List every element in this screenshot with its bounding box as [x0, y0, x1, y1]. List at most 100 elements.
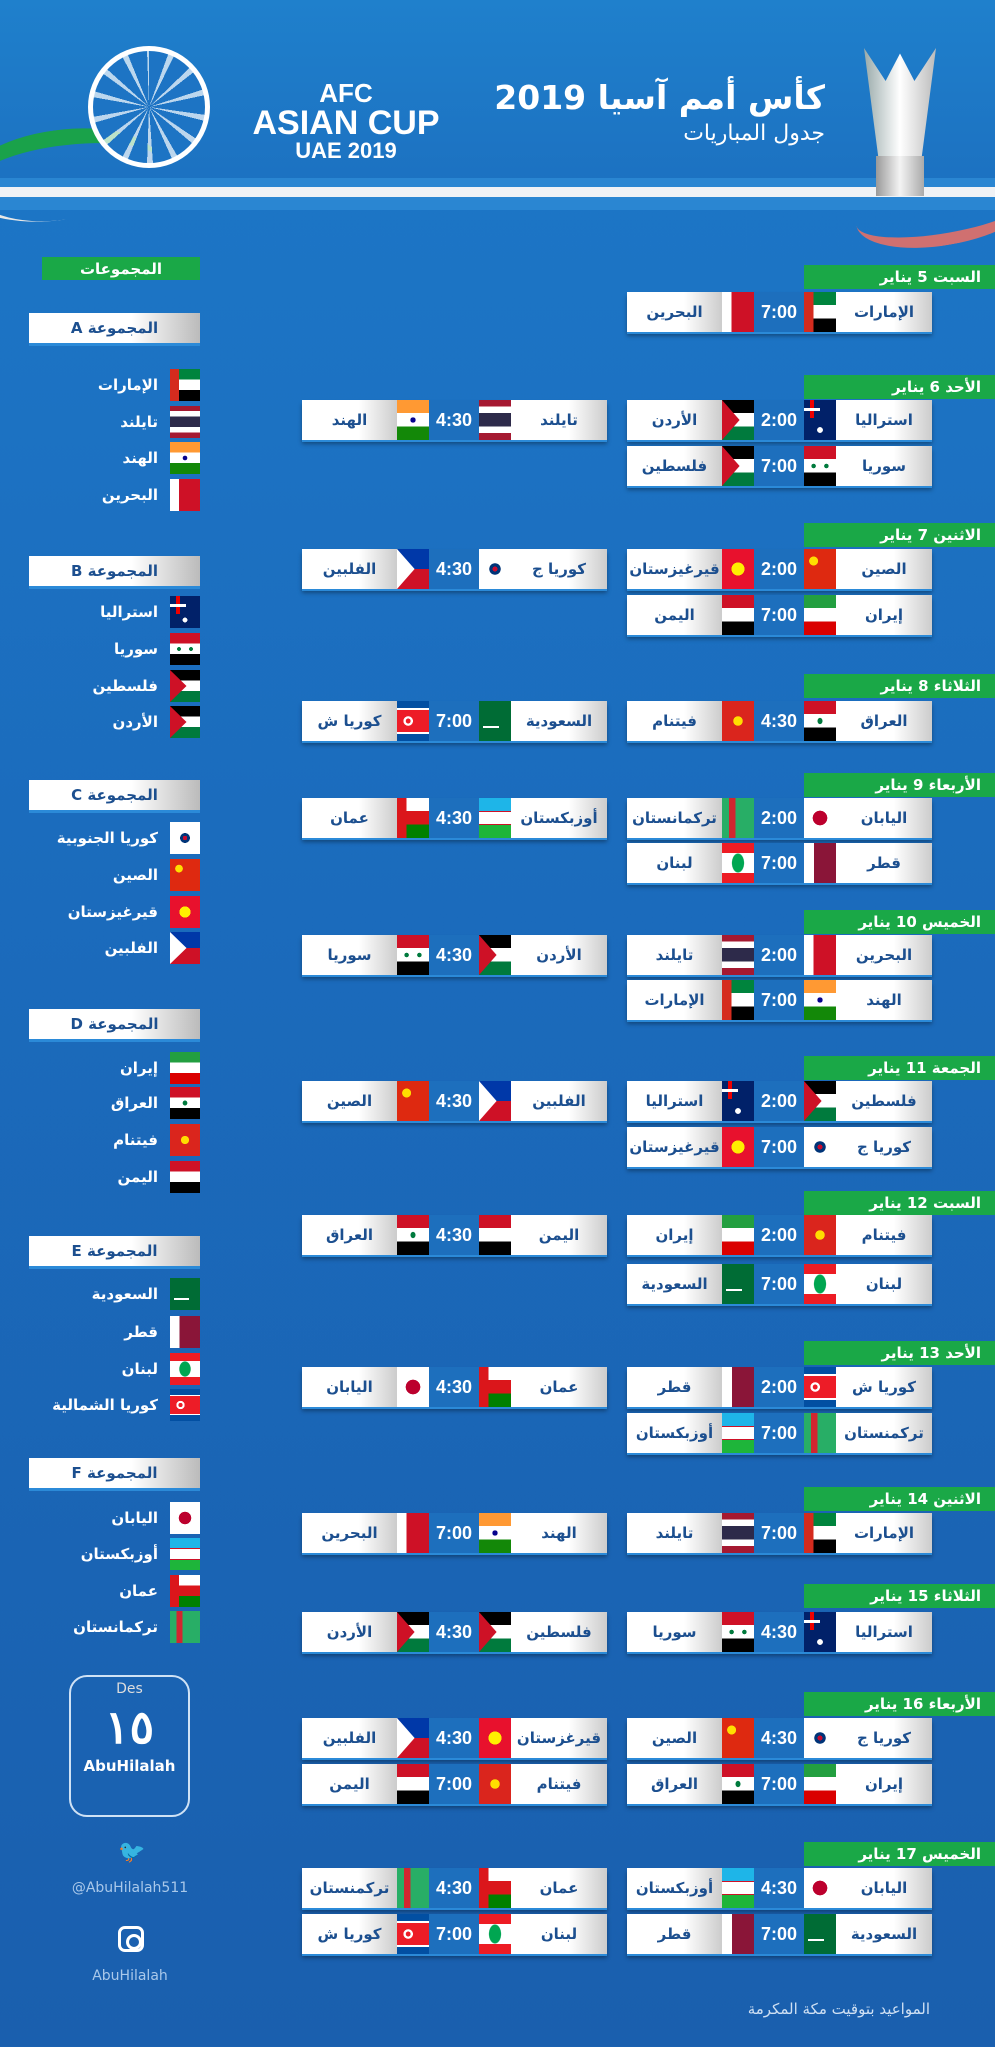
away-team: الصين	[302, 1081, 397, 1121]
away-team: قيرغيزستان	[627, 1127, 722, 1167]
home-team: الفلبين	[511, 1081, 607, 1121]
match-row[interactable]: تركمنستان 7:00 أوزبكستان	[627, 1413, 932, 1453]
iraq-flag-icon	[804, 701, 836, 741]
match-row[interactable]: استراليا 2:00 الأردن	[627, 400, 932, 440]
home-team: البحرين	[836, 935, 932, 975]
group-team: الأردن	[40, 706, 200, 738]
match-time: 2:00	[754, 798, 804, 838]
match-time: 4:30	[429, 935, 479, 975]
group-header: المجموعة F	[29, 1458, 200, 1488]
designer-mark-icon: ١٥	[104, 1700, 155, 1754]
match-row[interactable]: قطر 7:00 لبنان	[627, 843, 932, 883]
match-time: 7:00	[754, 980, 804, 1020]
group-header: المجموعة A	[29, 313, 200, 343]
match-row[interactable]: اليابان 4:30 أوزبكستان	[627, 1868, 932, 1908]
philippines-flag-icon	[397, 1718, 429, 1758]
match-row[interactable]: أوزبكستان 4:30 عمان	[302, 798, 607, 838]
lebanon-flag-icon	[804, 1264, 836, 1304]
home-team: عمان	[511, 1868, 607, 1908]
group-team: البحرين	[40, 479, 200, 511]
home-team: السعودية	[836, 1914, 932, 1954]
match-row[interactable]: فلسطين 2:00 استراليا	[627, 1081, 932, 1121]
uzbekistan-flag-icon	[722, 1413, 754, 1453]
away-team: قطر	[627, 1914, 722, 1954]
away-team: البحرين	[302, 1513, 397, 1553]
lebanon-flag-icon	[170, 1353, 200, 1385]
nkorea-flag-icon	[397, 701, 429, 741]
match-row[interactable]: إيران 7:00 اليمن	[627, 595, 932, 635]
match-row[interactable]: الصين 2:00 قيرغيزستان	[627, 549, 932, 589]
team-name: لبنان	[121, 1360, 158, 1378]
match-row[interactable]: إيران 7:00 العراق	[627, 1764, 932, 1804]
match-time: 4:30	[429, 1612, 479, 1652]
india-flag-icon	[479, 1513, 511, 1553]
match-row[interactable]: السعودية 7:00 كوريا ش	[302, 701, 607, 741]
away-team: الأردن	[302, 1612, 397, 1652]
match-row[interactable]: فلسطين 4:30 الأردن	[302, 1612, 607, 1652]
team-name: البحرين	[101, 486, 158, 504]
australia-flag-icon	[170, 596, 200, 628]
match-row[interactable]: عمان 4:30 تركمنستان	[302, 1868, 607, 1908]
group-header: المجموعة B	[29, 556, 200, 586]
kyrgyzstan-flag-icon	[170, 896, 200, 928]
thailand-flag-icon	[722, 1513, 754, 1553]
match-row[interactable]: لبنان 7:00 كوريا ش	[302, 1914, 607, 1954]
match-row[interactable]: كوريا ج 4:30 الفلبين	[302, 549, 607, 589]
match-row[interactable]: الإمارات 7:00 تايلند	[627, 1513, 932, 1553]
match-row[interactable]: السعودية 7:00 قطر	[627, 1914, 932, 1954]
match-row[interactable]: تايلند 4:30 الهند	[302, 400, 607, 440]
jordan-flag-icon	[397, 1612, 429, 1652]
match-row[interactable]: كوريا ج 4:30 الصين	[627, 1718, 932, 1758]
match-row[interactable]: الإمارات 7:00 البحرين	[627, 292, 932, 332]
header-stripe-white	[0, 187, 995, 197]
group-team: السعودية	[40, 1278, 200, 1310]
match-row[interactable]: الفلبين 4:30 الصين	[302, 1081, 607, 1121]
away-team: لبنان	[627, 843, 722, 883]
home-team: تركمنستان	[836, 1413, 932, 1453]
match-row[interactable]: قيرغزستان 4:30 الفلبين	[302, 1718, 607, 1758]
match-row[interactable]: الهند 7:00 الإمارات	[627, 980, 932, 1020]
match-row[interactable]: اليمن 4:30 العراق	[302, 1215, 607, 1255]
match-row[interactable]: فيتنام 7:00 اليمن	[302, 1764, 607, 1804]
home-team: استراليا	[836, 1612, 932, 1652]
match-row[interactable]: الهند 7:00 البحرين	[302, 1513, 607, 1553]
match-row[interactable]: البحرين 2:00 تايلند	[627, 935, 932, 975]
jordan-flag-icon	[722, 400, 754, 440]
qatar-flag-icon	[804, 843, 836, 883]
iran-flag-icon	[722, 1215, 754, 1255]
match-time: 4:30	[754, 701, 804, 741]
instagram-icon[interactable]	[118, 1926, 144, 1952]
korea-flag-icon	[479, 549, 511, 589]
match-row[interactable]: لبنان 7:00 السعودية	[627, 1264, 932, 1304]
designer-prefix: Des	[116, 1681, 143, 1697]
home-team: الإمارات	[836, 292, 932, 332]
match-row[interactable]: العراق 4:30 فيتنام	[627, 701, 932, 741]
match-row[interactable]: فيتنام 2:00 إيران	[627, 1215, 932, 1255]
away-team: الأردن	[627, 400, 722, 440]
match-row[interactable]: عمان 4:30 اليابان	[302, 1367, 607, 1407]
match-row[interactable]: كوريا ج 7:00 قيرغيزستان	[627, 1127, 932, 1167]
match-row[interactable]: كوريا ش 2:00 قطر	[627, 1367, 932, 1407]
japan-flag-icon	[170, 1502, 200, 1534]
group-team: إيران	[40, 1052, 200, 1084]
match-time: 7:00	[754, 1413, 804, 1453]
twitter-handle[interactable]: @AbuHilalah511	[71, 1880, 189, 1896]
match-row[interactable]: الأردن 4:30 سوريا	[302, 935, 607, 975]
instagram-handle[interactable]: AbuHilalah	[92, 1968, 168, 1984]
match-row[interactable]: استراليا 4:30 سوريا	[627, 1612, 932, 1652]
qatar-flag-icon	[722, 1367, 754, 1407]
group-team: فيتنام	[40, 1124, 200, 1156]
team-name: كوريا الجنوبية	[56, 829, 158, 847]
uae-flag-icon	[804, 292, 836, 332]
oman-flag-icon	[479, 1868, 511, 1908]
twitter-icon[interactable]: 🐦	[118, 1840, 146, 1865]
nkorea-flag-icon	[804, 1367, 836, 1407]
home-team: فيتنام	[511, 1764, 607, 1804]
away-team: تايلند	[627, 935, 722, 975]
match-row[interactable]: اليابان 2:00 تركمانستان	[627, 798, 932, 838]
india-flag-icon	[170, 442, 200, 474]
match-time: 7:00	[754, 1914, 804, 1954]
match-time: 2:00	[754, 1367, 804, 1407]
yemen-flag-icon	[170, 1161, 200, 1193]
match-row[interactable]: سوريا 7:00 فلسطين	[627, 446, 932, 486]
